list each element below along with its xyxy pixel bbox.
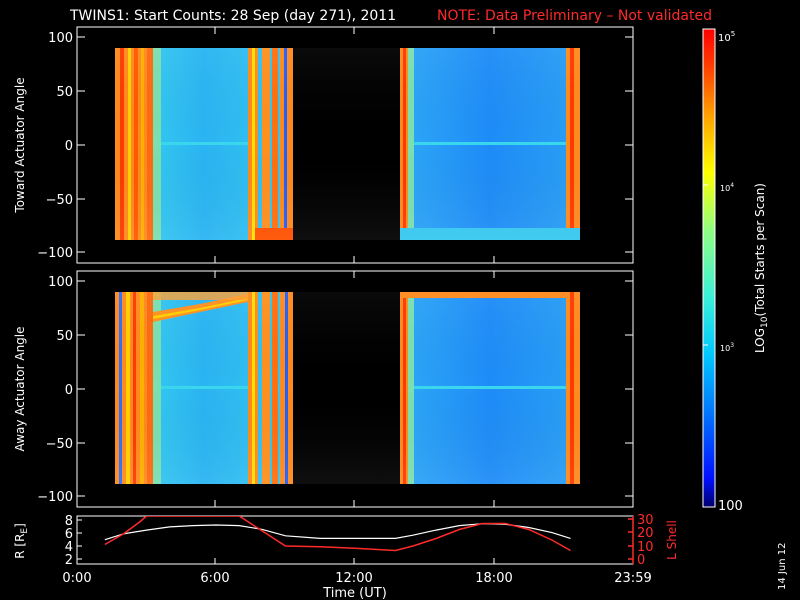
colorbar-gradient [703, 29, 715, 507]
chart-title: TWINS1: Start Counts: 28 Sep (day 271), … [69, 8, 396, 24]
xtick-label: 12:00 [335, 571, 372, 586]
ytick-label: 100 [48, 31, 73, 46]
panel-toward-xticks [214, 27, 495, 263]
ytick-label: −100 [37, 246, 73, 261]
panel-toward: 100 50 0 −50 −100 Toward Actuator Angle [13, 26, 634, 264]
y-axis-label: R [RE] [13, 523, 30, 559]
heatmap-block [161, 142, 248, 145]
heatmap-block [414, 142, 566, 145]
ytick-label-right: 30 [637, 513, 654, 528]
panel-toward-heatmap [115, 48, 580, 240]
ytick-label: −50 [46, 437, 73, 452]
xtick-label: 0:00 [62, 571, 91, 586]
xtick-label: 6:00 [200, 571, 229, 586]
heatmap-block [161, 386, 248, 389]
ytick-label: 50 [56, 329, 73, 344]
panel-orbit-frame [76, 515, 634, 565]
orbit-left-axis: 8 6 4 2 R [RE] [13, 514, 82, 568]
y-axis-label-right: L Shell [665, 520, 679, 560]
ytick-label: −50 [46, 193, 73, 208]
ytick-label: 6 [65, 527, 73, 542]
ytick-label: 50 [56, 85, 73, 100]
panel-away-yaxis: 100 50 0 −50 −100 Away Actuator Angle [13, 275, 633, 505]
xtick-label: 18:00 [475, 571, 512, 586]
panel-away-heatmap [115, 292, 580, 484]
date-stamp: 14 Jun 12 [777, 543, 788, 590]
colorbar: 105 104 103 100 LOG10(Total Starts per S… [702, 28, 770, 514]
orbit-x-axis: 0:00 6:00 12:00 18:00 23:59 Time (UT) [62, 558, 652, 600]
ytick-label-right: 10 [637, 540, 654, 555]
ytick-label: 2 [65, 553, 73, 568]
xtick-label: 23:59 [614, 571, 651, 586]
preliminary-note: NOTE: Data Preliminary – Not validated [437, 8, 712, 24]
panel-away-xticks [214, 271, 495, 507]
ytick-label: −100 [37, 490, 73, 505]
heatmap-block [414, 386, 566, 389]
ytick-label-right: 20 [637, 526, 654, 541]
y-axis-label: Toward Actuator Angle [13, 77, 27, 213]
panel-orbit: 8 6 4 2 R [RE] 30 20 10 0 L Shell 0:00 6… [13, 513, 679, 600]
orbit-plot-area [104, 516, 571, 552]
colorbar-label: LOG10(Total Starts per Scan) [753, 183, 770, 353]
ytick-label: 0 [65, 139, 73, 154]
orbit-right-axis: 30 20 10 0 L Shell [628, 513, 679, 568]
ytick-label: 0 [65, 383, 73, 398]
lshell-series-line [104, 516, 571, 552]
ytick-label: 4 [65, 540, 73, 555]
radius-series-line [104, 523, 571, 541]
colorbar-tick-label: 104 [720, 182, 734, 193]
ytick-label-right: 0 [637, 553, 645, 568]
x-axis-label: Time (UT) [322, 586, 387, 600]
colorbar-tick-label: 100 [718, 499, 743, 514]
colorbar-tick-label: 103 [720, 342, 734, 353]
panel-away: 100 50 0 −50 −100 Away Actuator Angle [13, 270, 634, 508]
colorbar-frame [702, 28, 716, 508]
panel-toward-yaxis: 100 50 0 −50 −100 Toward Actuator Angle [13, 31, 633, 261]
ytick-label: 8 [65, 514, 73, 529]
y-axis-label: Away Actuator Angle [13, 326, 27, 451]
colorbar-tick-label: 105 [718, 30, 735, 44]
ytick-label: 100 [48, 275, 73, 290]
